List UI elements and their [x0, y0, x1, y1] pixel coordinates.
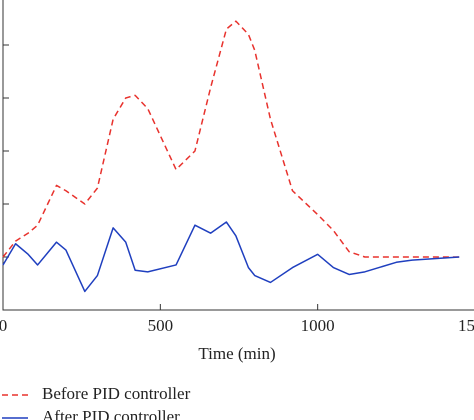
legend-label: After PID controller — [42, 407, 180, 420]
x-tick-label: 1500 — [458, 316, 474, 335]
line — [2, 20, 460, 258]
x-axis-label: Time (min) — [198, 344, 275, 363]
x-tick-label: 1000 — [301, 316, 335, 335]
x-tick-label: 500 — [148, 316, 174, 335]
legend-label: Before PID controller — [42, 384, 191, 403]
x-tick-label: 0 — [0, 316, 7, 335]
plot-frame — [2, 0, 474, 311]
line — [2, 221, 460, 293]
